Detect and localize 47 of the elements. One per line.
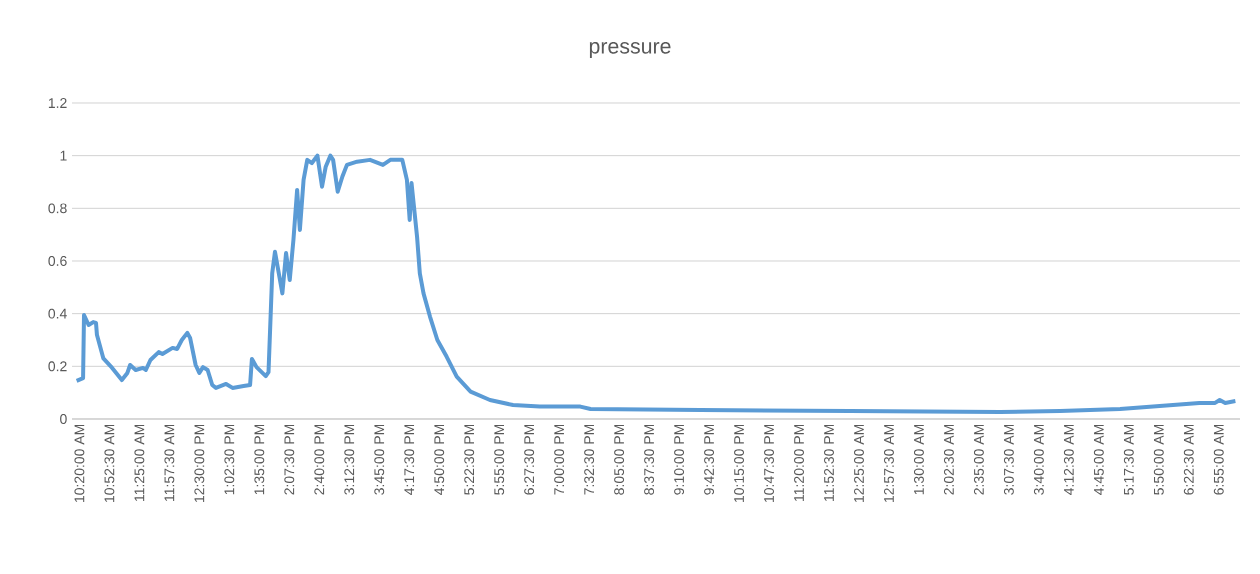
- x-tick-label: 7:32:30 PM: [584, 424, 595, 495]
- x-tick-label: 10:15:00 PM: [734, 424, 744, 503]
- x-tick-label: 3:40:00 AM: [1033, 424, 1044, 495]
- x-tick-label: 1:02:30 PM: [224, 424, 235, 495]
- x-tick-label: 10:20:00 AM: [74, 424, 85, 503]
- x-tick-label: 1:30:00 AM: [913, 424, 924, 495]
- y-tick-label: 1.2: [48, 98, 67, 108]
- y-tick-label: 0.4: [48, 308, 67, 319]
- x-tick-label: 2:07:30 PM: [284, 424, 295, 495]
- x-tick-label: 6:55:00 AM: [1213, 424, 1224, 495]
- x-tick-label: 4:17:30 PM: [404, 424, 415, 495]
- x-tick-label: 2:40:00 PM: [314, 424, 325, 495]
- x-tick-label: 12:30:00 PM: [194, 424, 205, 503]
- x-tick-label: 12:57:30 AM: [884, 424, 894, 503]
- y-tick-label: 0.6: [48, 256, 67, 266]
- x-tick-label: 2:35:00 AM: [973, 424, 984, 495]
- y-tick-label: 1: [60, 150, 67, 161]
- x-tick-label: 11:25:00 AM: [134, 424, 145, 501]
- x-tick-label: 9:10:00 PM: [674, 424, 685, 495]
- x-tick-label: 12:25:00 AM: [854, 424, 864, 503]
- x-tick-label: 4:45:00 AM: [1093, 424, 1104, 495]
- x-tick-label: 6:27:30 PM: [524, 424, 535, 495]
- x-tick-label: 4:50:00 PM: [434, 424, 445, 495]
- x-tick-label: 8:05:00 PM: [614, 424, 625, 495]
- x-tick-label: 8:37:30 PM: [644, 424, 655, 495]
- y-tick-label: 0.8: [48, 203, 67, 214]
- x-tick-label: 11:57:30 AM: [164, 424, 175, 501]
- x-tick-label: 3:12:30 PM: [344, 424, 355, 495]
- x-tick-label: 7:00:00 PM: [554, 424, 565, 495]
- chart-title: pressure: [589, 42, 671, 58]
- x-tick-label: 6:22:30 AM: [1183, 424, 1194, 495]
- x-tick-label: 5:22:30 PM: [464, 424, 475, 495]
- x-tick-label: 9:42:30 PM: [704, 424, 715, 495]
- x-tick-label: 11:20:00 PM: [794, 424, 804, 501]
- y-tick-label: 0: [60, 414, 67, 424]
- x-tick-label: 3:45:00 PM: [374, 424, 385, 495]
- x-tick-label: 10:47:30 PM: [764, 424, 774, 503]
- x-tick-label: 2:02:30 AM: [943, 424, 954, 495]
- x-tick-label: 5:50:00 AM: [1153, 424, 1164, 495]
- x-tick-label: 5:55:00 PM: [494, 424, 505, 495]
- x-tick-label: 3:07:30 AM: [1003, 424, 1014, 495]
- x-tick-label: 5:17:30 AM: [1123, 424, 1134, 495]
- x-tick-label: 1:35:00 PM: [254, 424, 265, 495]
- y-tick-label: 0.2: [48, 361, 67, 372]
- x-tick-label: 10:52:30 AM: [104, 424, 115, 503]
- x-tick-label: 11:52:30 PM: [824, 424, 834, 501]
- x-tick-label: 4:12:30 AM: [1063, 424, 1074, 495]
